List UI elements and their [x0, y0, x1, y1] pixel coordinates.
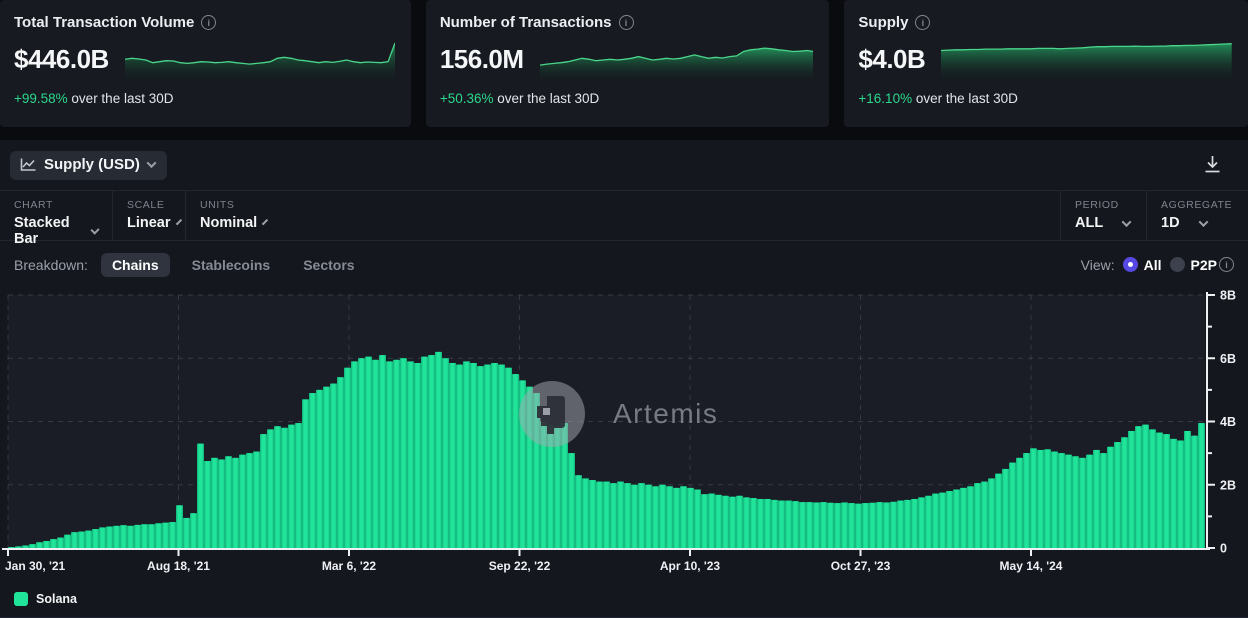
stat-card-number-of-transactions: Number of Transactions 156.0M +50.36% ov…	[425, 0, 830, 127]
svg-text:Jan 30, '21: Jan 30, '21	[5, 559, 66, 573]
svg-text:0: 0	[1220, 542, 1227, 556]
svg-text:2B: 2B	[1220, 478, 1236, 492]
axes	[2, 292, 1215, 556]
sparkline-line	[941, 43, 1232, 52]
chevron-down-icon	[146, 158, 157, 169]
control-value: Stacked Bar	[14, 215, 70, 247]
svg-text:6B: 6B	[1220, 352, 1236, 366]
breakdown-chip-chains[interactable]: Chains	[100, 252, 170, 277]
breakdown-chip-stablecoins[interactable]: Stablecoins	[191, 256, 271, 273]
bars-solana	[8, 351, 1205, 549]
chevron-down-icon	[1198, 216, 1208, 227]
svg-text:8B: 8B	[1220, 289, 1236, 303]
chart-legend: Solana	[14, 592, 1248, 606]
chart-controls-bar: CHART Stacked Bar SCALE Linear UNITS Nom…	[0, 190, 1248, 247]
sparkline-line	[539, 47, 814, 66]
stat-value: $4.0B	[858, 44, 926, 74]
control-aggregate[interactable]: AGGREGATE 1D	[1146, 191, 1248, 240]
delta-percent: +16.10%	[858, 91, 913, 106]
control-scale[interactable]: SCALE Linear	[113, 191, 186, 240]
stat-delta: +50.36% over the last 30D	[440, 91, 814, 106]
info-icon[interactable]	[201, 15, 217, 30]
stat-cards-row: Total Transaction Volume $446.0B +99.58%…	[0, 0, 1248, 127]
control-label: SCALE	[127, 199, 165, 211]
legend-swatch-solana	[14, 592, 28, 606]
stat-delta: +99.58% over the last 30D	[14, 91, 395, 106]
panel-header: Supply (USD)	[0, 140, 1248, 190]
sparkline-chart	[124, 42, 395, 82]
download-button[interactable]	[1201, 153, 1224, 178]
radio-all[interactable]	[1122, 257, 1138, 272]
control-label: CHART	[14, 199, 53, 211]
control-value: Nominal	[200, 215, 258, 231]
view-option-p2p[interactable]: P2P	[1190, 256, 1217, 273]
control-units[interactable]: UNITS Nominal	[186, 191, 271, 240]
delta-percent: +99.58%	[14, 91, 68, 106]
legend-label[interactable]: Solana	[36, 592, 77, 606]
delta-suffix: over the last 30D	[493, 91, 600, 106]
delta-suffix: over the last 30D	[912, 91, 1018, 106]
control-value: 1D	[1161, 215, 1180, 231]
view-label: View:	[1080, 256, 1115, 273]
svg-text:Sep 22, '22: Sep 22, '22	[489, 559, 551, 573]
control-label: AGGREGATE	[1161, 199, 1233, 211]
stat-title: Number of Transactions	[439, 14, 612, 31]
info-icon[interactable]	[915, 15, 931, 30]
sparkline-area	[539, 48, 814, 82]
sparkline-area	[124, 43, 395, 82]
stat-value: 156.0M	[439, 44, 524, 74]
metric-selector-button[interactable]: Supply (USD)	[10, 150, 167, 180]
svg-text:May 14, '24: May 14, '24	[1000, 559, 1063, 573]
chart-area: Jan 30, '21 Aug 18, '21 Mar 6, '22 Sep 22, …	[0, 288, 1248, 580]
y-axis-labels: 0 2B 4B 6B 8B	[1220, 289, 1236, 556]
svg-text:Aug 18, '21: Aug 18, '21	[147, 559, 210, 573]
sparkline-area	[941, 43, 1232, 82]
stat-delta: +16.10% over the last 30D	[858, 91, 1232, 106]
stat-title: Supply	[858, 14, 909, 31]
control-value: Linear	[127, 215, 171, 231]
chevron-down-icon	[262, 218, 269, 225]
info-icon[interactable]	[618, 15, 634, 30]
delta-suffix: over the last 30D	[67, 91, 174, 106]
supply-stacked-bar-chart[interactable]: Jan 30, '21 Aug 18, '21 Mar 6, '22 Sep 22, …	[0, 288, 1248, 580]
radio-p2p[interactable]	[1169, 257, 1185, 272]
control-chart-type[interactable]: CHART Stacked Bar	[0, 191, 113, 247]
download-icon	[1205, 155, 1220, 172]
chevron-down-icon	[90, 224, 100, 235]
control-label: PERIOD	[1075, 199, 1119, 211]
sparkline-chart	[539, 47, 814, 82]
control-value: ALL	[1075, 215, 1104, 231]
chart-panel: Supply (USD) CHART Stacked Bar SCALE Lin…	[0, 140, 1248, 618]
view-option-all[interactable]: All	[1143, 256, 1162, 273]
sparkline-line	[124, 42, 395, 65]
sparkline-chart	[941, 43, 1232, 82]
svg-text:4B: 4B	[1220, 415, 1236, 429]
svg-text:Mar 6, '22: Mar 6, '22	[322, 559, 377, 573]
metric-selector-label: Supply (USD)	[44, 156, 140, 173]
stat-card-supply: Supply $4.0B +16.10% over the last 30D	[844, 0, 1248, 127]
chevron-down-icon	[1121, 216, 1132, 227]
stat-value: $446.0B	[14, 44, 109, 74]
control-label: UNITS	[200, 199, 235, 211]
svg-text:Oct 27, '23: Oct 27, '23	[831, 559, 891, 573]
stat-title: Total Transaction Volume	[14, 14, 195, 31]
breakdown-label: Breakdown:	[14, 256, 88, 273]
svg-text:Apr 10, '23: Apr 10, '23	[660, 559, 721, 573]
breakdown-bar: Breakdown: Chains Stablecoins Sectors Vi…	[0, 241, 1248, 288]
stat-card-total-transaction-volume: Total Transaction Volume $446.0B +99.58%…	[0, 0, 411, 127]
info-icon[interactable]	[1219, 257, 1234, 272]
chevron-down-icon	[175, 218, 182, 225]
line-chart-icon	[20, 158, 36, 171]
delta-percent: +50.36%	[439, 91, 494, 106]
x-axis-labels: Jan 30, '21 Aug 18, '21 Mar 6, '22 Sep 22, …	[5, 559, 1063, 573]
breakdown-chip-sectors[interactable]: Sectors	[303, 256, 355, 273]
control-period[interactable]: PERIOD ALL	[1060, 191, 1146, 240]
